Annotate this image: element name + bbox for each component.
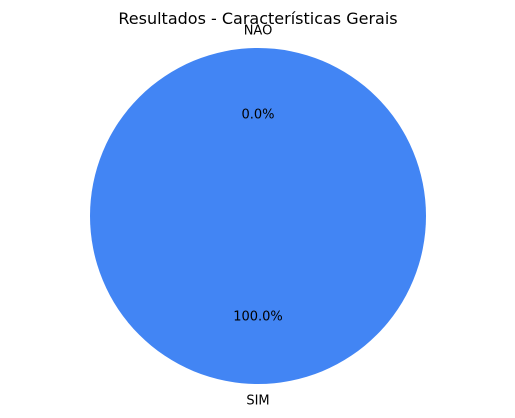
percent-label-sim: 100.0% — [233, 309, 283, 324]
pie-labels: NAO 0.0% SIM 100.0% — [233, 24, 283, 409]
slice-label-nao: NAO — [244, 24, 273, 39]
pie-slices — [90, 48, 426, 384]
chart-title: Resultados - Características Gerais — [118, 9, 397, 28]
percent-label-nao: 0.0% — [241, 108, 274, 123]
pie-slice-sim — [90, 48, 426, 384]
slice-label-sim: SIM — [246, 393, 269, 408]
